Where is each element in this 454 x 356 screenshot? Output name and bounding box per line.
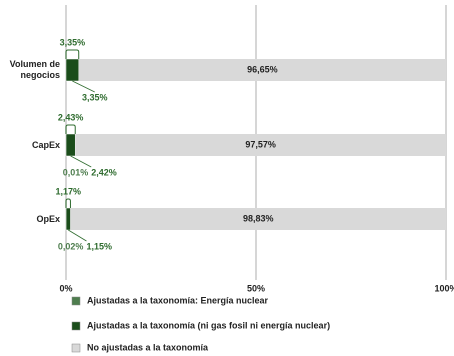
data-label: 97,57%	[245, 139, 276, 149]
total-label: 3,35%	[60, 37, 86, 47]
legend-swatch	[71, 321, 81, 331]
category-label: OpEx	[36, 213, 60, 224]
bar-segment	[65, 133, 76, 157]
category-label: Volumen de negocios	[9, 59, 60, 80]
total-label: 1,17%	[55, 186, 81, 196]
legend-label: No ajustadas a la taxonomía	[87, 342, 209, 352]
data-label: 0,01%	[63, 167, 89, 177]
total-bracket	[65, 198, 71, 208]
bar-segment	[78, 59, 446, 81]
data-label: 0,02%	[58, 241, 84, 251]
bar-segment	[75, 134, 446, 156]
data-label: 1,15%	[86, 241, 112, 251]
leader-line	[72, 80, 95, 93]
leader-line	[70, 155, 92, 168]
total-label: 2,43%	[58, 112, 84, 122]
bar-segment	[65, 207, 71, 231]
data-label: 96,65%	[247, 64, 278, 74]
total-bracket	[65, 124, 76, 134]
legend-label: Ajustadas a la taxonomía: Energía nuclea…	[87, 295, 269, 305]
total-bracket	[65, 49, 80, 59]
data-label: 98,83%	[243, 213, 274, 223]
x-tick-label: 50%	[247, 283, 265, 293]
data-label: 3,35%	[82, 92, 108, 102]
x-tick-label: 100%	[434, 283, 454, 293]
data-label: 2,42%	[91, 167, 117, 177]
bar-segment	[70, 208, 447, 230]
x-tick-label: 0%	[59, 283, 72, 293]
legend-swatch	[71, 296, 81, 306]
legend-label: Ajustadas a la taxonomía (ni gas fosil n…	[87, 320, 330, 330]
legend-swatch	[71, 343, 81, 353]
leader-line	[68, 229, 87, 242]
category-label: CapEx	[31, 139, 60, 150]
bar-segment	[65, 58, 79, 82]
